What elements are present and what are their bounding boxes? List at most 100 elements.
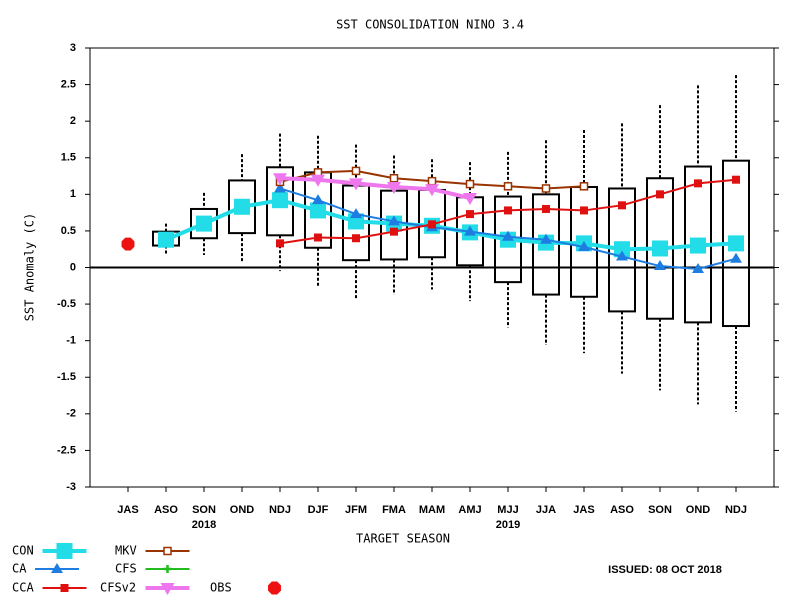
marker — [503, 182, 513, 191]
marker — [350, 208, 362, 219]
marker — [578, 241, 590, 252]
marker — [234, 198, 250, 215]
y-tick-label: -1.5 — [57, 371, 76, 383]
x-tick-label: NDJ — [725, 504, 747, 516]
year-label: 2019 — [496, 519, 520, 531]
y-tick-label: -2 — [66, 408, 76, 420]
marker — [654, 260, 666, 271]
x-tick-label: NDJ — [269, 504, 291, 516]
x-tick-label: FMA — [382, 504, 406, 516]
marker — [387, 182, 401, 195]
legend-label: CCA — [12, 581, 34, 595]
marker — [310, 202, 326, 219]
spread-box — [190, 207, 218, 240]
marker — [312, 194, 324, 205]
legend-marker — [268, 581, 281, 595]
marker — [541, 184, 551, 193]
x-tick-label: JAS — [117, 504, 138, 516]
y-tick-label: 1 — [70, 188, 76, 200]
marker — [542, 204, 550, 213]
x-tick-label: DJF — [308, 504, 329, 516]
x-tick-label: AMJ — [458, 504, 481, 516]
marker — [732, 175, 740, 184]
marker — [463, 192, 477, 205]
marker — [618, 201, 626, 210]
marker — [464, 225, 476, 236]
y-tick-label: 2 — [70, 115, 76, 127]
x-tick-label: MAM — [419, 504, 445, 516]
marker — [311, 174, 325, 187]
marker — [579, 182, 589, 191]
marker — [272, 192, 288, 209]
marker — [314, 233, 322, 242]
marker — [692, 262, 704, 273]
marker — [427, 176, 437, 186]
marker — [158, 231, 174, 248]
marker — [390, 227, 398, 236]
issued-date: ISSUED: 08 OCT 2018 — [608, 564, 722, 576]
series-line — [279, 176, 471, 200]
legend-label: MKV — [115, 544, 137, 558]
spread-box — [228, 179, 256, 235]
legend-label: OBS — [210, 581, 232, 595]
x-tick-label: JFM — [345, 504, 367, 516]
legend-marker — [51, 563, 63, 573]
marker — [121, 237, 135, 251]
marker — [389, 173, 399, 183]
legend-label: CFSv2 — [100, 581, 136, 595]
marker — [614, 241, 630, 258]
y-tick-label: -1 — [66, 335, 76, 347]
marker — [580, 206, 588, 215]
marker — [274, 182, 286, 193]
y-tick-label: 2.5 — [61, 78, 76, 90]
y-tick-label: 3 — [70, 42, 76, 54]
marker — [730, 252, 742, 263]
y-axis-label: SST Anomaly (C) — [23, 213, 37, 321]
marker — [349, 178, 363, 191]
marker — [656, 190, 664, 199]
marker — [502, 230, 514, 241]
marker — [694, 179, 702, 188]
series-line — [165, 198, 737, 252]
chart-title: SST CONSOLIDATION NINO 3.4 — [336, 18, 524, 32]
marker — [428, 220, 436, 229]
legend-label: CA — [12, 562, 27, 576]
marker — [652, 240, 668, 257]
x-tick-label: ASO — [610, 504, 634, 516]
legend-marker — [163, 565, 172, 573]
legend-marker — [60, 584, 69, 592]
y-tick-label: -3 — [66, 481, 76, 493]
marker — [466, 210, 474, 219]
legend-label: CFS — [115, 562, 137, 576]
x-tick-label: SON — [648, 504, 672, 516]
x-tick-label: ASO — [154, 504, 178, 516]
y-tick-label: -2.5 — [57, 444, 76, 456]
y-tick-label: 1.5 — [61, 152, 76, 164]
y-tick-label: 0.5 — [61, 225, 76, 237]
marker — [616, 250, 628, 261]
x-tick-label: OND — [230, 504, 255, 516]
x-tick-label: JAS — [573, 504, 594, 516]
marker — [388, 215, 400, 226]
marker — [690, 237, 706, 254]
marker — [276, 239, 284, 248]
x-tick-label: SON — [192, 504, 216, 516]
x-axis-label: TARGET SEASON — [356, 532, 450, 546]
marker — [273, 173, 287, 186]
marker — [504, 206, 512, 215]
marker — [540, 233, 552, 244]
marker — [352, 234, 360, 243]
year-label: 2018 — [192, 519, 216, 531]
x-tick-label: JJA — [536, 504, 556, 516]
y-tick-label: -0.5 — [57, 298, 76, 310]
x-tick-label: OND — [686, 504, 711, 516]
y-tick-label: 0 — [70, 261, 76, 273]
marker — [465, 179, 475, 189]
marker — [351, 166, 361, 176]
x-tick-label: MJJ — [497, 504, 518, 516]
marker — [425, 184, 439, 197]
legend-label: CON — [12, 544, 34, 558]
marker — [196, 215, 212, 232]
legend-marker — [160, 583, 175, 595]
